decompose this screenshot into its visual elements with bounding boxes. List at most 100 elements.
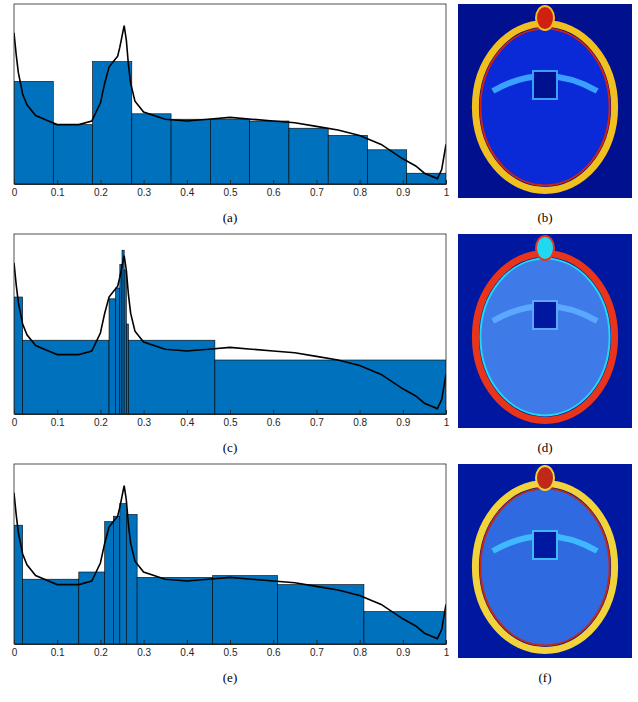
- skull: [475, 254, 614, 421]
- x-tick-label: 0.8: [353, 187, 367, 198]
- x-axis: 00.10.20.30.40.50.60.70.80.91: [12, 180, 450, 198]
- histogram-bar: [128, 340, 214, 414]
- x-axis: 00.10.20.30.40.50.60.70.80.91: [12, 640, 450, 658]
- histogram-bar: [14, 525, 23, 644]
- histogram-bar: [250, 121, 289, 184]
- sinus: [533, 531, 557, 559]
- x-tick-label: 0: [12, 187, 18, 198]
- nose: [536, 6, 554, 30]
- panel: 00.10.20.30.40.50.60.70.80.91(a): [12, 4, 450, 225]
- x-tick-mark: [230, 640, 231, 644]
- x-tick: 0.2: [94, 180, 108, 198]
- x-tick: 0.8: [353, 410, 367, 428]
- x-tick-mark: [230, 410, 231, 414]
- x-tick: 0.5: [224, 180, 238, 198]
- plot-area: [14, 26, 446, 184]
- histogram-bar: [126, 514, 137, 644]
- x-tick: 0.6: [267, 640, 281, 658]
- x-tick: 0.3: [137, 180, 151, 198]
- x-tick: 0.7: [310, 180, 324, 198]
- x-tick: 0.6: [267, 180, 281, 198]
- x-tick-label: 0.2: [94, 187, 108, 198]
- x-tick: 1: [444, 640, 450, 658]
- x-tick-mark: [187, 640, 188, 644]
- x-tick: 0.2: [94, 410, 108, 428]
- histogram-bar: [210, 119, 249, 184]
- x-tick-mark: [403, 640, 404, 644]
- x-tick: 0.8: [353, 640, 367, 658]
- histogram-bar: [116, 288, 120, 414]
- plot-area: [14, 250, 446, 414]
- x-tick-label: 0.1: [51, 187, 65, 198]
- histogram-bar: [328, 135, 367, 184]
- x-tick-label: 0: [12, 417, 18, 428]
- x-tick-label: 0.5: [224, 187, 238, 198]
- x-tick-mark: [273, 180, 274, 184]
- histogram-bar: [14, 81, 53, 184]
- x-tick-mark: [14, 640, 15, 644]
- x-tick-mark: [57, 180, 58, 184]
- x-tick-label: 0.9: [396, 187, 410, 198]
- image-caption: (f): [539, 670, 552, 685]
- x-tick-label: 0.8: [353, 417, 367, 428]
- panel-caption: (c): [223, 440, 237, 455]
- x-tick-label: 0.5: [224, 417, 238, 428]
- x-tick: 0.3: [137, 640, 151, 658]
- x-tick-mark: [360, 180, 361, 184]
- x-tick-mark: [144, 180, 145, 184]
- brain: [480, 29, 609, 186]
- x-tick: 0.5: [224, 640, 238, 658]
- panel-caption: (a): [223, 210, 237, 225]
- sinus: [533, 301, 557, 329]
- histogram-bar: [213, 576, 278, 644]
- x-tick: 0.4: [180, 410, 194, 428]
- x-tick: 0.9: [396, 180, 410, 198]
- x-tick: 0: [12, 410, 18, 428]
- x-tick: 0.1: [51, 410, 65, 428]
- x-tick: 0: [12, 180, 18, 198]
- x-tick-mark: [100, 180, 101, 184]
- brain: [480, 259, 609, 416]
- x-tick-label: 0.6: [267, 187, 281, 198]
- x-tick: 0.9: [396, 640, 410, 658]
- x-tick: 0.1: [51, 640, 65, 658]
- x-tick-label: 0.3: [137, 647, 151, 658]
- x-tick-label: 0.4: [180, 647, 194, 658]
- histogram-bar: [215, 360, 446, 414]
- histogram-bar: [124, 270, 126, 414]
- x-axis-line: [15, 644, 447, 645]
- x-tick-mark: [273, 410, 274, 414]
- histogram-bar: [120, 504, 126, 644]
- density-curve: [14, 26, 446, 179]
- x-tick-label: 0.7: [310, 647, 324, 658]
- panel: 00.10.20.30.40.50.60.70.80.91(c): [12, 234, 450, 455]
- histogram-bar: [367, 150, 406, 184]
- x-tick-mark: [100, 640, 101, 644]
- density-curve: [14, 486, 446, 639]
- x-tick-label: 0.7: [310, 187, 324, 198]
- histogram-bar: [93, 62, 132, 184]
- x-tick-mark: [14, 180, 15, 184]
- x-tick-mark: [446, 180, 447, 184]
- x-tick-mark: [144, 640, 145, 644]
- sinus: [533, 71, 557, 99]
- x-tick-mark: [446, 640, 447, 644]
- x-tick-mark: [316, 180, 317, 184]
- x-tick-mark: [360, 410, 361, 414]
- skull: [475, 484, 614, 651]
- density-curve: [14, 256, 446, 409]
- histogram-bar: [126, 324, 128, 414]
- x-tick-label: 0.1: [51, 647, 65, 658]
- x-tick-label: 0.9: [396, 417, 410, 428]
- histogram-bar: [364, 612, 446, 644]
- histogram-bar: [23, 579, 79, 644]
- image-background: [458, 4, 632, 198]
- x-tick-label: 1: [444, 187, 450, 198]
- ct-image: [458, 4, 632, 198]
- x-axis-line: [15, 184, 447, 185]
- x-tick: 0.5: [224, 410, 238, 428]
- x-tick-mark: [316, 640, 317, 644]
- x-tick-label: 0.3: [137, 417, 151, 428]
- x-tick-mark: [187, 410, 188, 414]
- x-tick: 1: [444, 410, 450, 428]
